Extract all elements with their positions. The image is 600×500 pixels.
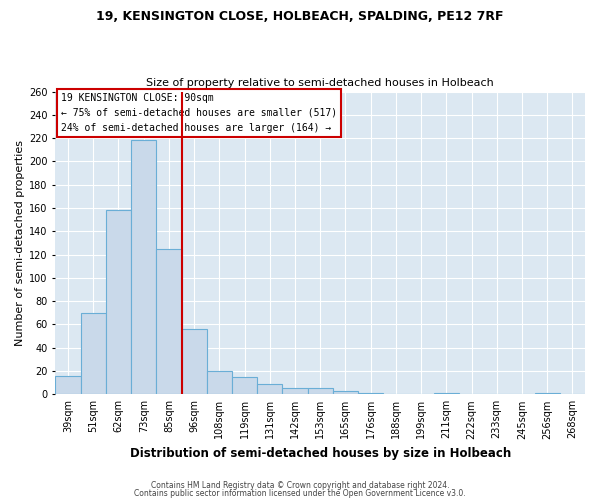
Text: 19 KENSINGTON CLOSE: 90sqm
← 75% of semi-detached houses are smaller (517)
24% o: 19 KENSINGTON CLOSE: 90sqm ← 75% of semi… <box>61 93 337 132</box>
Text: Contains public sector information licensed under the Open Government Licence v3: Contains public sector information licen… <box>134 488 466 498</box>
Bar <box>358 393 383 394</box>
Y-axis label: Number of semi-detached properties: Number of semi-detached properties <box>15 140 25 346</box>
Bar <box>207 371 232 394</box>
Bar <box>535 393 560 394</box>
Bar <box>434 393 459 394</box>
Title: Size of property relative to semi-detached houses in Holbeach: Size of property relative to semi-detach… <box>146 78 494 88</box>
Bar <box>55 376 80 394</box>
Bar <box>157 249 182 394</box>
Bar <box>283 388 308 394</box>
X-axis label: Distribution of semi-detached houses by size in Holbeach: Distribution of semi-detached houses by … <box>130 447 511 460</box>
Bar <box>333 391 358 394</box>
Text: Contains HM Land Registry data © Crown copyright and database right 2024.: Contains HM Land Registry data © Crown c… <box>151 481 449 490</box>
Bar <box>308 388 333 394</box>
Bar <box>232 377 257 394</box>
Bar <box>106 210 131 394</box>
Bar <box>131 140 157 394</box>
Bar <box>257 384 283 394</box>
Text: 19, KENSINGTON CLOSE, HOLBEACH, SPALDING, PE12 7RF: 19, KENSINGTON CLOSE, HOLBEACH, SPALDING… <box>96 10 504 23</box>
Bar <box>80 313 106 394</box>
Bar <box>182 329 207 394</box>
